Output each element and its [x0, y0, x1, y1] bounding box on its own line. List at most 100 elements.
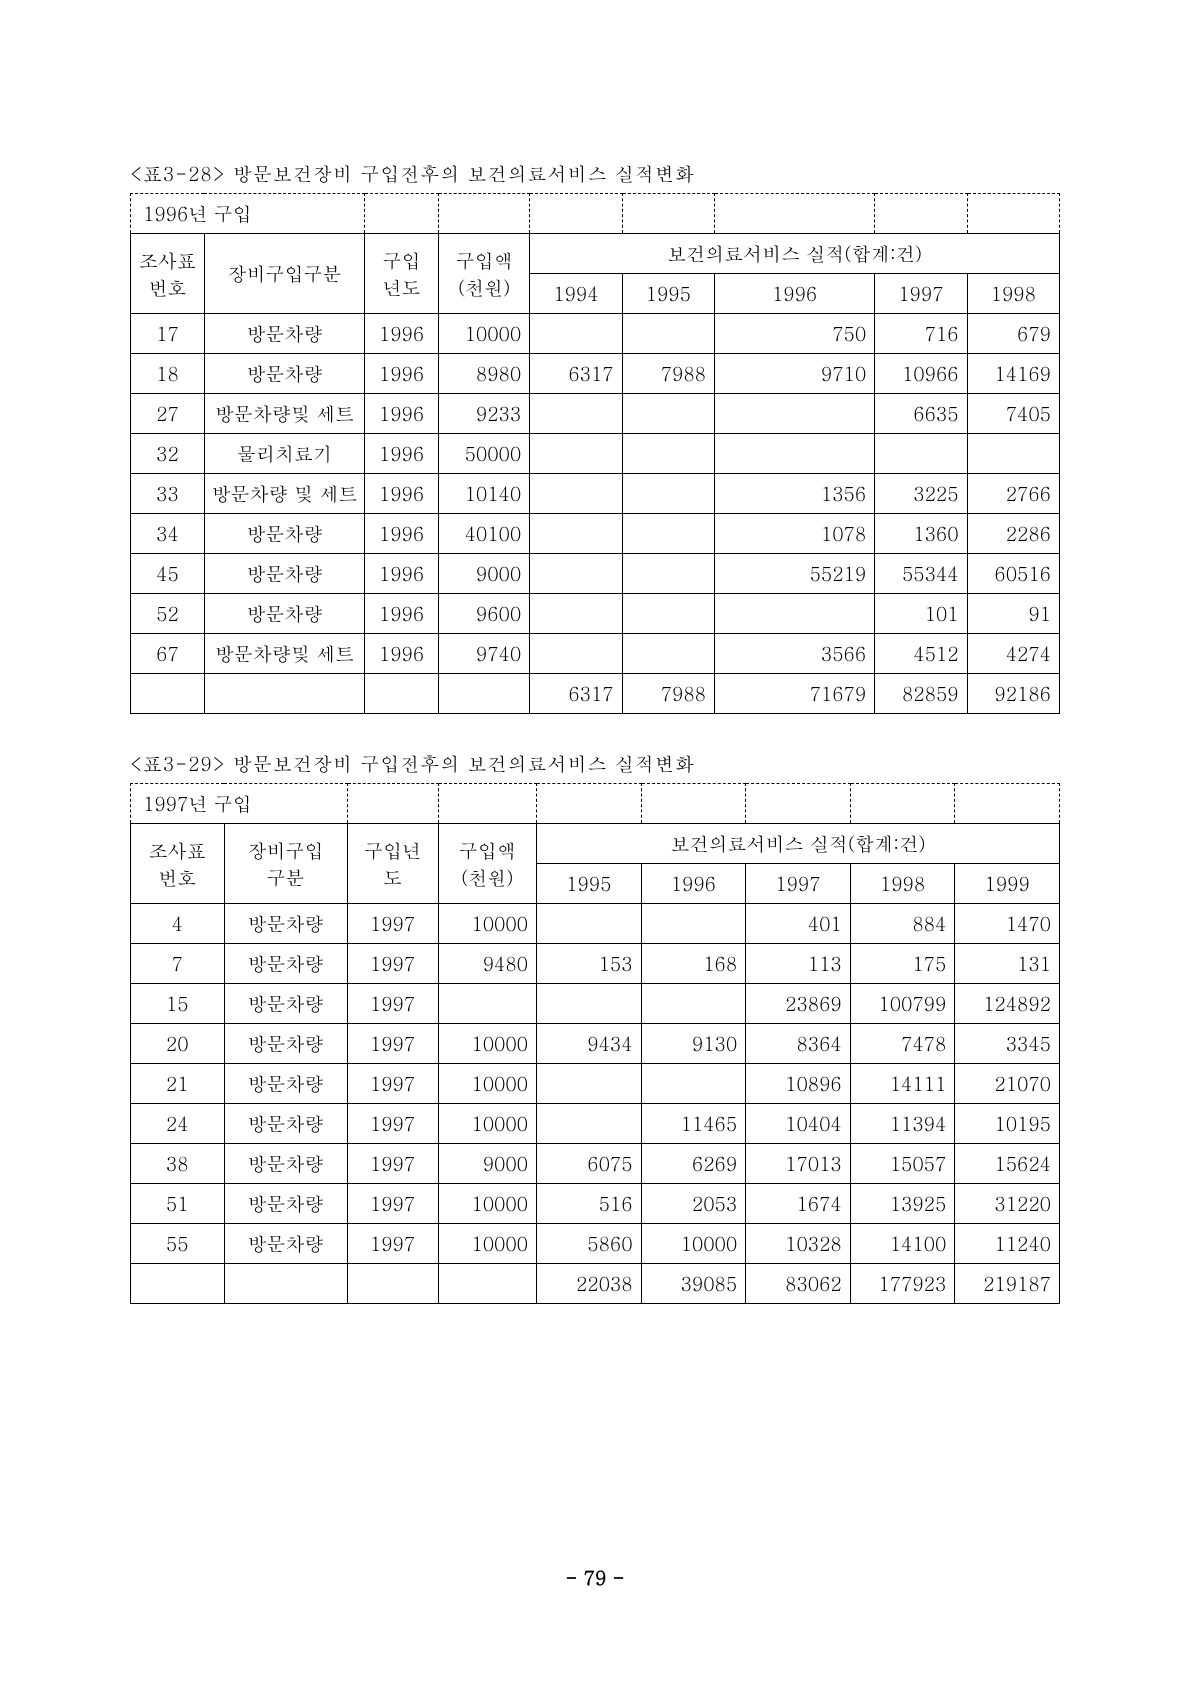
cell-y2: 1078 — [715, 514, 875, 554]
table1-caption: <표3-28> 방문보건장비 구입전후의 보건의료서비스 실적변화 — [130, 160, 1060, 187]
cell-y0: 6075 — [537, 1144, 642, 1184]
cell-equip: 방문차량 — [224, 984, 347, 1024]
cell-equip: 방문차량 — [224, 1224, 347, 1264]
cell-y4: 14169 — [967, 354, 1059, 394]
cell-y1 — [641, 1064, 746, 1104]
cell-id: 21 — [131, 1064, 225, 1104]
cell-id: 34 — [131, 514, 205, 554]
cell-y3: 1360 — [875, 514, 967, 554]
cell-total — [439, 674, 530, 714]
cell-y3: 10966 — [875, 354, 967, 394]
cell-amount: 10000 — [438, 1064, 536, 1104]
table2-header-col3: 구입년도 — [347, 824, 438, 904]
table-row: 18방문차량199689806317798897101096614169 — [131, 354, 1060, 394]
table1-blank — [622, 194, 714, 234]
cell-y2: 10404 — [746, 1104, 851, 1144]
table-row: 7방문차량19979480153168113175131 — [131, 944, 1060, 984]
cell-y2: 9710 — [715, 354, 875, 394]
cell-y0: 5860 — [537, 1224, 642, 1264]
table2-top-label: 1997년 구입 — [131, 784, 348, 824]
cell-equip: 방문차량 — [204, 554, 364, 594]
cell-total: 39085 — [641, 1264, 746, 1304]
cell-y1 — [622, 394, 714, 434]
cell-y3: 884 — [850, 904, 955, 944]
cell-id: 67 — [131, 634, 205, 674]
table-row: 52방문차량1996960010191 — [131, 594, 1060, 634]
table2-caption: <표3-29> 방문보건장비 구입전후의 보건의료서비스 실적변화 — [130, 750, 1060, 777]
cell-id: 27 — [131, 394, 205, 434]
table-row: 4방문차량1997100004018841470 — [131, 904, 1060, 944]
cell-y0 — [537, 1064, 642, 1104]
table2: 1997년 구입 조사표번호 장비구입구분 구입년도 구입액(천원) 보건의료서… — [130, 783, 1060, 1304]
cell-y3: 14111 — [850, 1064, 955, 1104]
cell-equip: 방문차량및 세트 — [204, 394, 364, 434]
cell-total — [365, 674, 439, 714]
cell-amount: 9000 — [438, 1144, 536, 1184]
cell-y1 — [622, 474, 714, 514]
table-row: 51방문차량199710000516205316741392531220 — [131, 1184, 1060, 1224]
cell-id: 20 — [131, 1024, 225, 1064]
cell-y1 — [622, 514, 714, 554]
cell-equip: 방문차량 — [224, 904, 347, 944]
table-row: 17방문차량199610000750716679 — [131, 314, 1060, 354]
cell-total — [131, 1264, 225, 1304]
cell-y1 — [622, 314, 714, 354]
cell-year: 1996 — [365, 514, 439, 554]
cell-y2: 1356 — [715, 474, 875, 514]
cell-y2: 10896 — [746, 1064, 851, 1104]
cell-year: 1997 — [347, 904, 438, 944]
cell-total — [347, 1264, 438, 1304]
cell-total: 219187 — [955, 1264, 1060, 1304]
cell-year: 1996 — [365, 474, 439, 514]
cell-id: 32 — [131, 434, 205, 474]
table2-blank — [955, 784, 1060, 824]
cell-total: 71679 — [715, 674, 875, 714]
table1-year-header: 1995 — [622, 274, 714, 314]
cell-amount: 9480 — [438, 944, 536, 984]
cell-y0 — [530, 634, 622, 674]
cell-year: 1996 — [365, 594, 439, 634]
table2-year-header: 1995 — [537, 864, 642, 904]
cell-y4: 91 — [967, 594, 1059, 634]
cell-equip: 방문차량 — [224, 944, 347, 984]
cell-y4: 11240 — [955, 1224, 1060, 1264]
table1-top-label: 1996년 구입 — [131, 194, 365, 234]
table-row: 32물리치료기199650000 — [131, 434, 1060, 474]
cell-id: 45 — [131, 554, 205, 594]
cell-amount: 10000 — [438, 904, 536, 944]
table1-header-col2: 장비구입구분 — [204, 234, 364, 314]
cell-equip: 방문차량 — [204, 594, 364, 634]
table-row-total: 63177988716798285992186 — [131, 674, 1060, 714]
cell-id: 7 — [131, 944, 225, 984]
cell-y1: 2053 — [641, 1184, 746, 1224]
table2-blank — [537, 784, 642, 824]
cell-equip: 방문차량 — [204, 314, 364, 354]
cell-total — [204, 674, 364, 714]
table1-header-col1: 조사표번호 — [131, 234, 205, 314]
cell-y4: 7405 — [967, 394, 1059, 434]
table1-year-header: 1998 — [967, 274, 1059, 314]
cell-id: 33 — [131, 474, 205, 514]
table-row: 27방문차량및 세트1996923366357405 — [131, 394, 1060, 434]
cell-equip: 물리치료기 — [204, 434, 364, 474]
cell-amount: 10000 — [438, 1024, 536, 1064]
table-row: 38방문차량1997900060756269170131505715624 — [131, 1144, 1060, 1184]
cell-y0 — [530, 514, 622, 554]
cell-y3: 55344 — [875, 554, 967, 594]
table1-year-header: 1994 — [530, 274, 622, 314]
table1-blank — [875, 194, 967, 234]
cell-equip: 방문차량 — [224, 1144, 347, 1184]
cell-amount: 10000 — [438, 1184, 536, 1224]
cell-y0 — [537, 984, 642, 1024]
table2-header-col2: 장비구입구분 — [224, 824, 347, 904]
cell-amount: 50000 — [439, 434, 530, 474]
cell-amount: 9233 — [439, 394, 530, 434]
page-number: - 79 - — [130, 1564, 1060, 1591]
cell-total: 7988 — [622, 674, 714, 714]
cell-amount: 40100 — [439, 514, 530, 554]
cell-amount: 9000 — [439, 554, 530, 594]
cell-amount: 8980 — [439, 354, 530, 394]
cell-equip: 방문차량 — [224, 1064, 347, 1104]
cell-y0: 6317 — [530, 354, 622, 394]
cell-year: 1997 — [347, 1064, 438, 1104]
